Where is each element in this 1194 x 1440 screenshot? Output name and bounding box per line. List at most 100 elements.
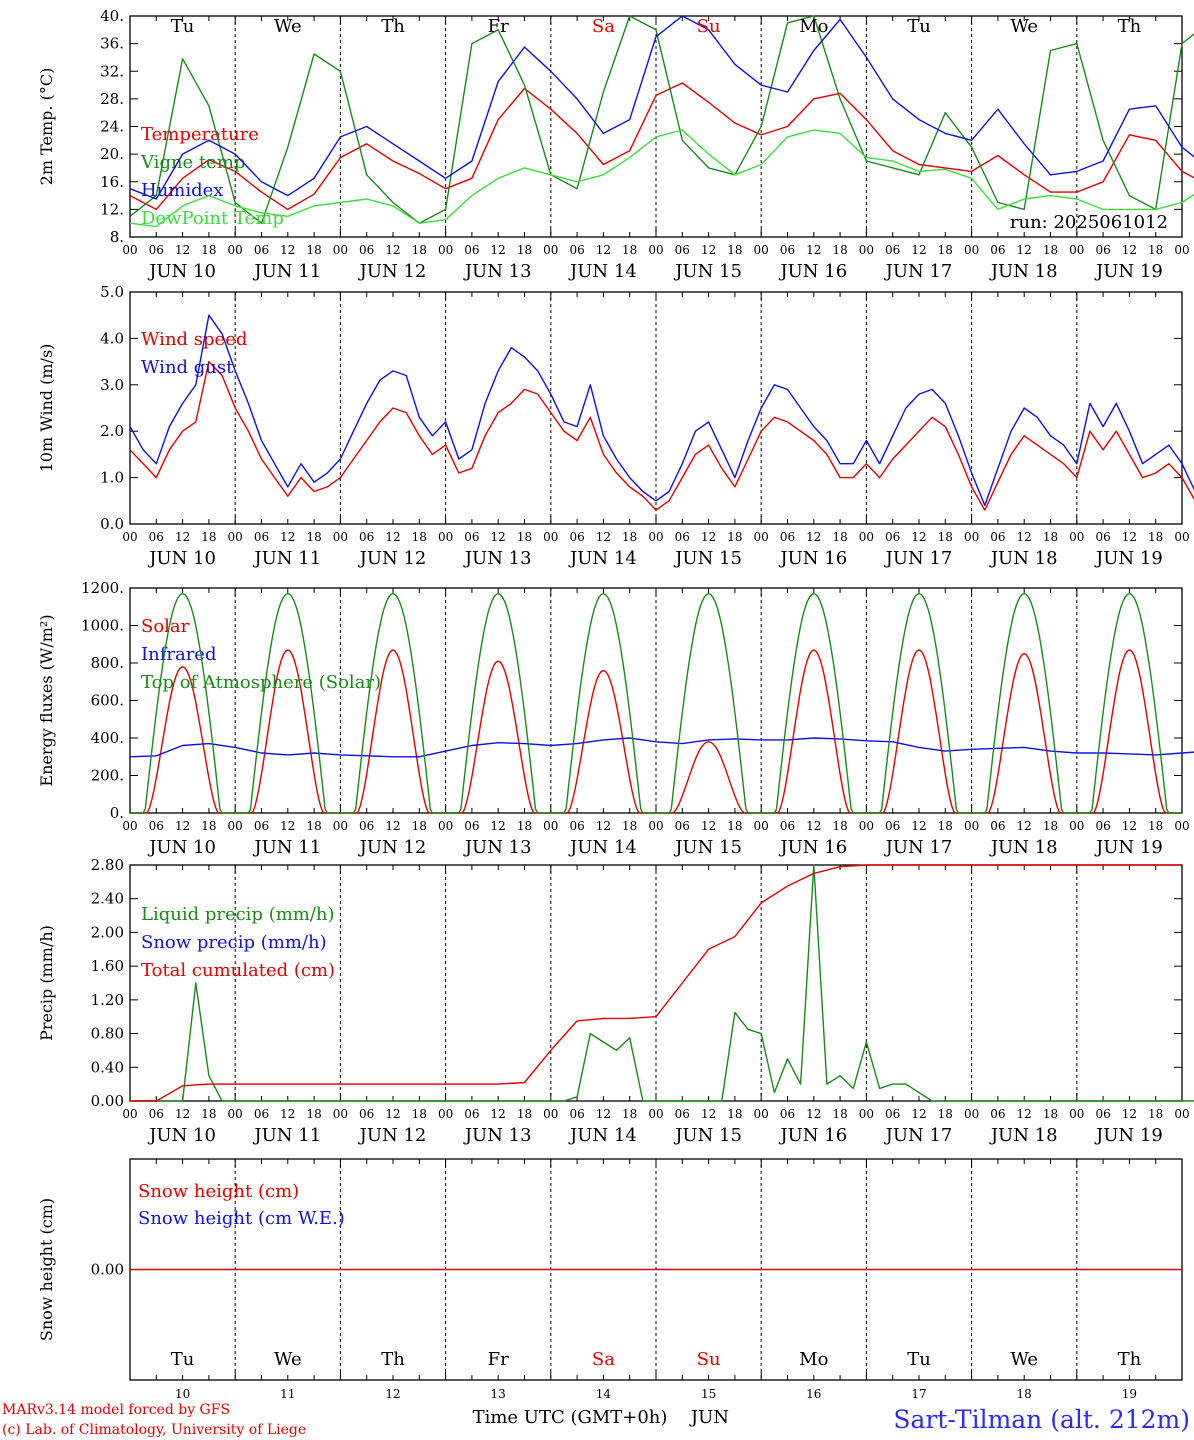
y-tick-label: 600.	[91, 692, 124, 710]
x-date-label: JUN 17	[884, 837, 953, 858]
y-tick-label: 800.	[91, 654, 124, 672]
x-hour-label: 06	[780, 530, 795, 544]
y-tick-label: 12.	[100, 200, 124, 218]
x-date-label: JUN 18	[989, 837, 1058, 858]
x-hour-label: 18	[306, 819, 321, 833]
x-hour-label: 06	[1095, 530, 1110, 544]
x-hour-label: 06	[569, 530, 584, 544]
x-date-label: JUN 17	[884, 261, 953, 282]
x-hour-label: 00	[648, 243, 663, 257]
x-hour-label: 06	[359, 530, 374, 544]
x-hour-label: 18	[201, 1107, 216, 1121]
x-date-label: JUN 14	[568, 837, 637, 858]
x-hour-label: 18	[727, 530, 742, 544]
x-hour-label: 12	[280, 819, 295, 833]
x-date-label: JUN 16	[778, 1125, 847, 1146]
x-hour-label: 12	[175, 243, 190, 257]
x-hour-label: 06	[254, 530, 269, 544]
x-hour-label: 00	[859, 819, 874, 833]
x-hour-label: 00	[754, 530, 769, 544]
x-hour-label: 18	[201, 819, 216, 833]
x-hour-label: 12	[806, 819, 821, 833]
day-number-label: 10	[175, 1387, 190, 1401]
x-hour-label: 18	[201, 530, 216, 544]
weekday-label-bottom: Sa	[592, 1349, 615, 1370]
x-hour-label: 06	[149, 819, 164, 833]
x-hour-label: 00	[333, 243, 348, 257]
y-tick-label: 2.00	[91, 923, 124, 941]
series-line-wind-gust	[129, 314, 1194, 507]
y-tick-label: 16.	[100, 173, 124, 191]
x-hour-label: 12	[596, 243, 611, 257]
plot-frame	[129, 587, 1183, 814]
x-hour-label: 12	[385, 1107, 400, 1121]
x-hour-label: 18	[517, 530, 532, 544]
x-hour-label: 18	[1043, 530, 1058, 544]
y-axis-label: Snow height (cm)	[37, 1198, 56, 1341]
x-hour-label: 00	[543, 530, 558, 544]
x-hour-label: 18	[412, 243, 427, 257]
series-line-humidex	[129, 15, 1194, 200]
x-hour-label: 06	[780, 819, 795, 833]
x-hour-label: 18	[832, 819, 847, 833]
x-hour-label: 12	[491, 243, 506, 257]
y-axis-label: 10m Wind (m/s)	[37, 344, 56, 473]
day-number-label: 19	[1122, 1387, 1137, 1401]
x-date-label: JUN 19	[1094, 837, 1163, 858]
x-hour-label: 12	[596, 530, 611, 544]
x-date-label: JUN 14	[568, 548, 637, 569]
x-date-label: JUN 18	[989, 548, 1058, 569]
x-hour-label: 12	[491, 530, 506, 544]
series-line-dewpoint-temp	[129, 129, 1194, 228]
x-hour-label: 06	[675, 243, 690, 257]
x-hour-label: 00	[859, 243, 874, 257]
x-date-label: JUN 11	[252, 261, 321, 282]
y-axis-label: Precip (mm/h)	[37, 925, 56, 1041]
x-hour-label: 12	[911, 243, 926, 257]
legend-entry: Snow height (cm W.E.)	[138, 1208, 345, 1229]
x-hour-label: 00	[228, 819, 243, 833]
x-hour-label: 00	[228, 1107, 243, 1121]
x-hour-label: 12	[1122, 530, 1137, 544]
x-hour-label: 06	[675, 1107, 690, 1121]
x-hour-label: 18	[1043, 819, 1058, 833]
x-date-label: JUN 13	[463, 261, 532, 282]
x-hour-label: 06	[885, 530, 900, 544]
series-line-wind-speed	[129, 360, 1194, 511]
day-number-label: 11	[280, 1387, 295, 1401]
x-hour-label: 18	[517, 819, 532, 833]
x-hour-label: 12	[385, 530, 400, 544]
x-hour-label: 00	[333, 819, 348, 833]
x-hour-label: 12	[1017, 819, 1032, 833]
series-line-total-cumulated-cm	[130, 864, 1182, 1102]
y-tick-label: 0.0	[100, 515, 124, 533]
x-hour-label: 18	[412, 819, 427, 833]
x-hour-label: 00	[438, 1107, 453, 1121]
x-date-label: JUN 13	[463, 1125, 532, 1146]
x-hour-label: 12	[1122, 819, 1137, 833]
x-hour-label: 00	[543, 243, 558, 257]
x-hour-label: 12	[911, 530, 926, 544]
x-hour-label: 00	[1069, 530, 1084, 544]
run-label: run: 2025061012	[1010, 212, 1168, 233]
y-tick-label: 24.	[100, 118, 124, 136]
day-number-label: 14	[596, 1387, 612, 1401]
x-hour-label: 12	[175, 530, 190, 544]
x-date-label: JUN 11	[252, 837, 321, 858]
x-axis-title: Time UTC (GMT+0h)	[473, 1407, 668, 1428]
y-tick-label: 3.0	[100, 376, 124, 394]
x-date-label: JUN 15	[673, 1125, 742, 1146]
day-number-label: 17	[911, 1387, 926, 1401]
x-hour-label: 00	[228, 243, 243, 257]
legend-entry: Total cumulated (cm)	[141, 960, 335, 981]
x-hour-label: 06	[675, 530, 690, 544]
x-date-label: JUN 11	[252, 1125, 321, 1146]
y-tick-label: 2.80	[91, 856, 124, 874]
x-hour-label: 12	[1017, 1107, 1032, 1121]
legend-entry: Infrared	[141, 644, 216, 665]
x-hour-label: 00	[122, 243, 137, 257]
x-date-label: JUN 13	[463, 548, 532, 569]
x-date-label: JUN 18	[989, 261, 1058, 282]
x-hour-label: 12	[491, 819, 506, 833]
